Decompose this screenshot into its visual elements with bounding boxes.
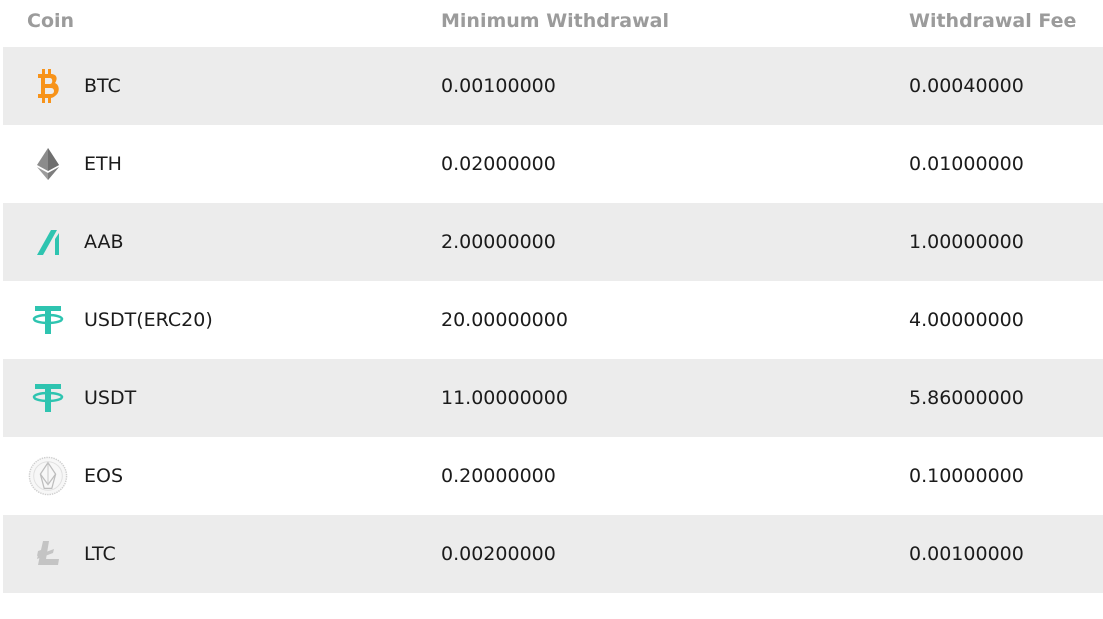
min-withdrawal-value: 20.00000000 [441,309,568,331]
min-withdrawal-value: 11.00000000 [441,387,568,409]
table-row: ETH 0.02000000 0.01000000 [3,125,1103,203]
coin-name: BTC [84,75,121,97]
table-row: LTC 0.00200000 0.00100000 [3,515,1103,593]
bitcoin-icon [28,66,68,106]
ethereum-icon [28,144,68,184]
table-row: USDT(ERC20) 20.00000000 4.00000000 [3,281,1103,359]
coin-name: AAB [84,231,124,253]
withdrawal-fee-value: 0.10000000 [909,465,1024,487]
coin-name: EOS [84,465,124,487]
table-row: AAB 2.00000000 1.00000000 [3,203,1103,281]
min-withdrawal-value: 0.00200000 [441,543,556,565]
column-header-withdrawal-fee: Withdrawal Fee [909,10,1077,32]
tether-icon [28,300,68,340]
coin-name: USDT(ERC20) [84,309,213,331]
table-row: EOS 0.20000000 0.10000000 [3,437,1103,515]
eos-icon [28,456,68,496]
litecoin-icon [28,534,68,574]
withdrawal-fee-value: 0.00100000 [909,543,1024,565]
table-header: Coin Minimum Withdrawal Withdrawal Fee [0,0,1103,47]
withdrawal-fee-value: 5.86000000 [909,387,1024,409]
aab-icon [28,222,68,262]
min-withdrawal-value: 2.00000000 [441,231,556,253]
min-withdrawal-value: 0.02000000 [441,153,556,175]
coin-name: USDT [84,387,137,409]
min-withdrawal-value: 0.00100000 [441,75,556,97]
coin-name: ETH [84,153,122,175]
column-header-min-withdrawal: Minimum Withdrawal [441,10,669,32]
min-withdrawal-value: 0.20000000 [441,465,556,487]
withdrawal-fee-value: 1.00000000 [909,231,1024,253]
withdrawal-fee-value: 0.01000000 [909,153,1024,175]
coin-name: LTC [84,543,116,565]
column-header-coin: Coin [27,10,75,32]
withdrawal-fee-value: 0.00040000 [909,75,1024,97]
table-row: BTC 0.00100000 0.00040000 [3,47,1103,125]
tether-icon [28,378,68,418]
withdrawal-fee-value: 4.00000000 [909,309,1024,331]
table-row: USDT 11.00000000 5.86000000 [3,359,1103,437]
withdrawal-fee-table: Coin Minimum Withdrawal Withdrawal Fee B… [0,0,1103,593]
